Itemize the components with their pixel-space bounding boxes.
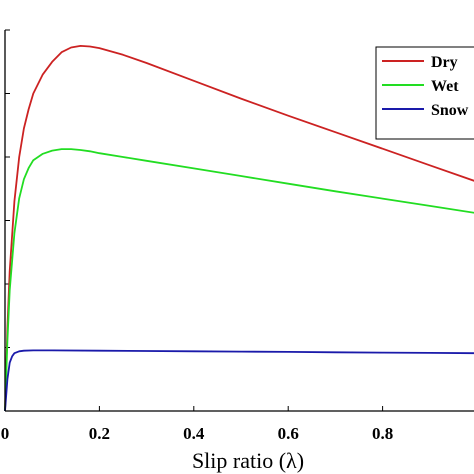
series-line-dry (4, 45, 474, 412)
x-tick-label: 0.4 (183, 424, 205, 443)
legend: Dry Wet Snow (375, 46, 474, 140)
x-tick-label: 0.2 (89, 424, 110, 443)
x-tick-label: 0.8 (372, 424, 393, 443)
legend-label-dry: Dry (431, 54, 458, 71)
x-axis-ticks: 0 0.2 0.4 0.6 0.8 (1, 406, 393, 443)
legend-box (375, 46, 474, 140)
series-lines (4, 45, 474, 412)
series-line-snow (4, 349, 474, 412)
series-line-wet (4, 148, 474, 412)
x-axis-label: Slip ratio (λ) (192, 448, 304, 473)
legend-label-snow: Snow (431, 102, 469, 119)
legend-label-wet: Wet (431, 78, 459, 95)
x-tick-label: 0 (1, 424, 10, 443)
x-tick-label: 0.6 (278, 424, 299, 443)
